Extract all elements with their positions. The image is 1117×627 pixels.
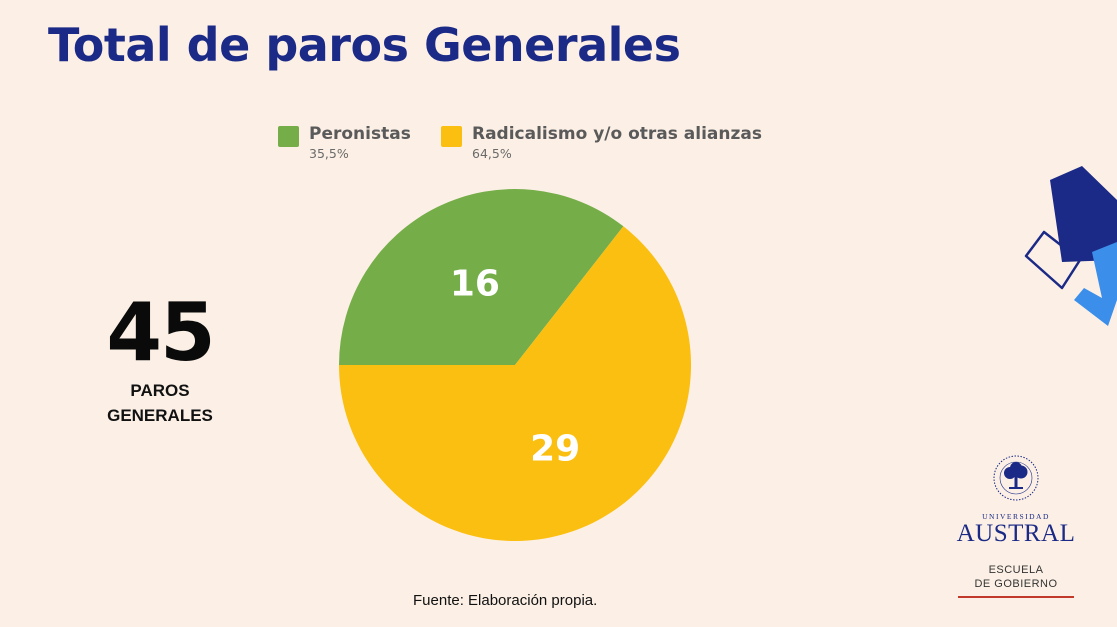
legend-percent-radicalismo: 64,5% (472, 146, 512, 161)
pie-slice-radicalismo (339, 226, 691, 541)
total-label-line2: GENERALES (107, 406, 213, 425)
tree-seal-icon (993, 455, 1039, 501)
page-title: Total de paros Generales (48, 18, 681, 72)
pie-slice-peronistas (339, 189, 624, 365)
total-label-line1: PAROS (130, 381, 190, 400)
logo-school-line1: ESCUELA (988, 564, 1044, 576)
logo-name: AUSTRAL (956, 520, 1076, 547)
decorative-shapes (1024, 166, 1117, 326)
legend-swatch-peronistas (278, 126, 299, 147)
legend-label-radicalismo: Radicalismo y/o otras alianzas (472, 124, 762, 144)
logo-university-text: UNIVERSIDAD (982, 512, 1050, 521)
total-label: PAROS GENERALES (60, 378, 260, 428)
legend-percent-peronistas: 35,5% (309, 146, 349, 161)
logo-school-line2: DE GOBIERNO (974, 578, 1058, 590)
logo-school: ESCUELA DE GOBIERNO (953, 563, 1079, 591)
pie-value-label-peronistas: 16 (450, 264, 500, 305)
source-note: Fuente: Elaboración propia. (413, 592, 598, 609)
university-logo: UNIVERSIDAD AUSTRAL ESCUELA DE GOBIERNO (953, 448, 1079, 598)
pie-value-label-radicalismo: 29 (530, 428, 580, 469)
logo-underline (958, 596, 1074, 598)
legend-label-peronistas: Peronistas (309, 124, 411, 144)
legend-swatch-radicalismo (441, 126, 462, 147)
total-count: 45 (106, 286, 215, 379)
